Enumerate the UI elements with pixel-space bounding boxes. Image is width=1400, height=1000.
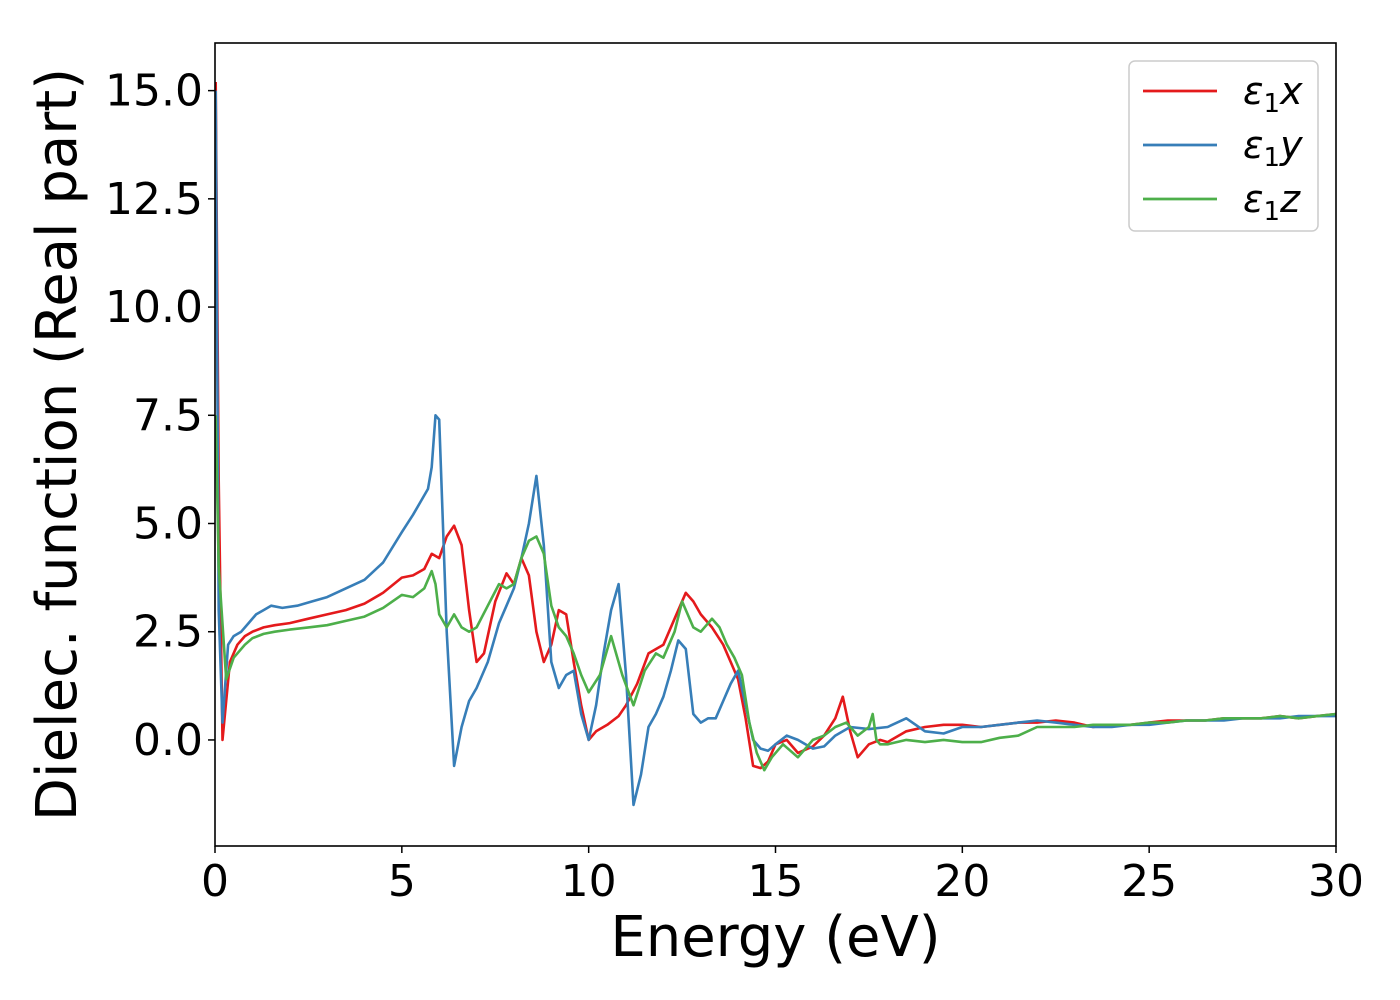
y-axis-label: Dielec. function (Real part): [25, 68, 90, 821]
series-layer: [215, 81, 1336, 807]
x-axis: 0 5 10 15 20 25 30: [201, 846, 1364, 907]
series-line-y: [215, 90, 1336, 807]
legend-label-z: ε1z: [1243, 177, 1301, 227]
series-line-z: [215, 415, 1336, 772]
y-tick-label: 15.0: [105, 66, 203, 117]
x-tick-label: 30: [1308, 856, 1364, 907]
x-tick-label: 25: [1121, 856, 1177, 907]
x-tick-label: 5: [388, 856, 416, 907]
y-tick-label: 2.5: [133, 607, 203, 658]
x-tick-label: 15: [748, 856, 804, 907]
y-tick-label: 5.0: [133, 499, 203, 550]
y-tick-label: 7.5: [133, 390, 203, 441]
legend-box: [1128, 60, 1319, 232]
x-tick-label: 0: [201, 856, 229, 907]
y-tick-label: 12.5: [105, 174, 203, 225]
x-axis-label: Energy (eV): [610, 905, 940, 970]
y-tick-label: 0.0: [133, 715, 203, 766]
legend-label-y: ε1y: [1243, 123, 1303, 173]
x-tick-label: 20: [934, 856, 990, 907]
y-tick-label: 10.0: [105, 282, 203, 333]
y-axis: 0.0 2.5 5.0 7.5 10.0 12.5 15.0: [105, 66, 215, 766]
legend-label-x: ε1x: [1243, 69, 1303, 119]
x-tick-label: 10: [561, 856, 617, 907]
